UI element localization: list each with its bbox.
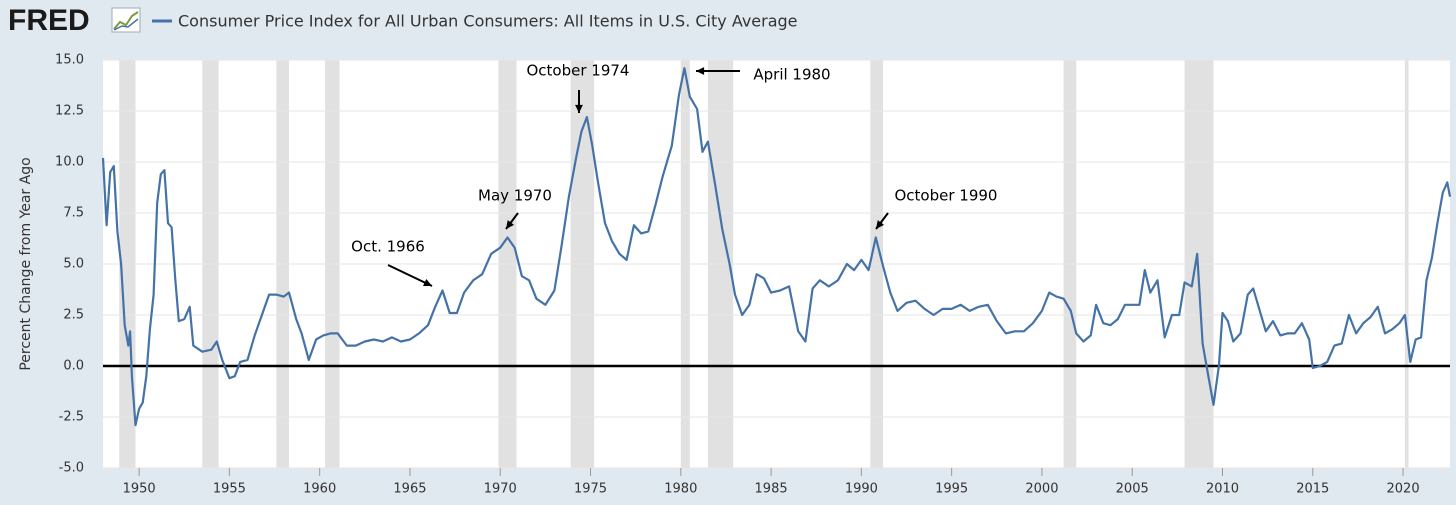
x-tick-label: 1970 — [484, 482, 517, 497]
y-tick-label: 0.0 — [63, 359, 84, 374]
x-tick-label: 1955 — [213, 482, 246, 497]
annotation: May 1970 — [478, 187, 552, 205]
x-tick-label: 1995 — [935, 482, 968, 497]
x-tick-label: 2015 — [1296, 482, 1329, 497]
y-tick-label: 2.5 — [63, 308, 84, 323]
legend-label: Consumer Price Index for All Urban Consu… — [178, 12, 798, 31]
arrow-head — [696, 67, 705, 75]
y-axis-label: Percent Change from Year Ago — [18, 157, 34, 370]
arrow-head — [423, 278, 432, 287]
annotation: October 1990 — [895, 187, 998, 205]
x-tick-label: 1965 — [393, 482, 426, 497]
logo-icon — [111, 7, 141, 33]
x-tick-label: 2020 — [1387, 482, 1420, 497]
x-tick-label: 1950 — [123, 482, 156, 497]
x-tick-label: 1980 — [664, 482, 697, 497]
annotation: April 1980 — [753, 66, 830, 84]
series-line — [101, 67, 1452, 427]
x-tick-label: 2005 — [1116, 482, 1149, 497]
y-tick-label: 5.0 — [63, 257, 84, 272]
arrow-head — [506, 220, 514, 229]
logo: FRED — [8, 4, 90, 37]
x-tick-label: 1975 — [574, 482, 607, 497]
y-tick-label: 7.5 — [63, 206, 84, 221]
y-tick-label: 12.5 — [55, 104, 84, 119]
y-tick-label: -2.5 — [59, 410, 84, 425]
x-tick-label: 1985 — [755, 482, 788, 497]
x-tick-label: 2000 — [1025, 482, 1058, 497]
x-tick-label: 1990 — [845, 482, 878, 497]
y-tick-label: 15.0 — [55, 53, 84, 68]
annotation-arrow — [387, 264, 433, 287]
arrow-head — [575, 104, 583, 113]
x-tick-label: 1960 — [303, 482, 336, 497]
x-tick-label: 2010 — [1206, 482, 1239, 497]
y-tick-label: 10.0 — [55, 155, 84, 170]
y-tick-label: -5.0 — [59, 461, 84, 476]
arrow-head — [876, 220, 884, 229]
annotation: Oct. 1966 — [351, 238, 425, 256]
annotation: October 1974 — [527, 62, 630, 80]
